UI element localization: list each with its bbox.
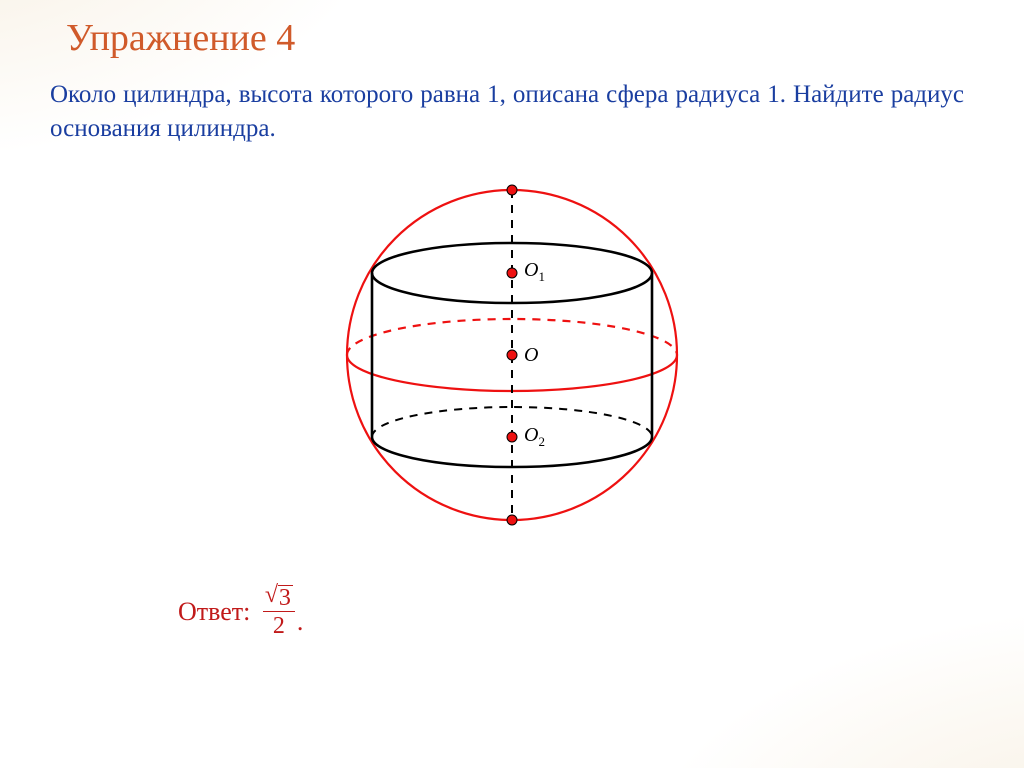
answer-fraction: 3 2 <box>263 586 295 638</box>
answer-denominator: 2 <box>263 612 295 638</box>
figure-svg: O1 O O2 <box>292 170 732 540</box>
svg-text:O2: O2 <box>524 424 545 449</box>
slide-title: Упражнение 4 <box>66 16 295 60</box>
svg-text:O1: O1 <box>524 259 545 284</box>
answer-radicand: 3 <box>279 585 291 611</box>
answer-period: . <box>297 607 304 636</box>
svg-text:O: O <box>524 344 538 366</box>
problem-text: Около цилиндра, высота которого равна 1,… <box>50 78 964 146</box>
figure-sphere-cylinder: O1 O O2 <box>292 170 732 540</box>
answer-label: Ответ: <box>178 597 250 627</box>
answer-block: Ответ: 3 2 . <box>178 586 303 638</box>
